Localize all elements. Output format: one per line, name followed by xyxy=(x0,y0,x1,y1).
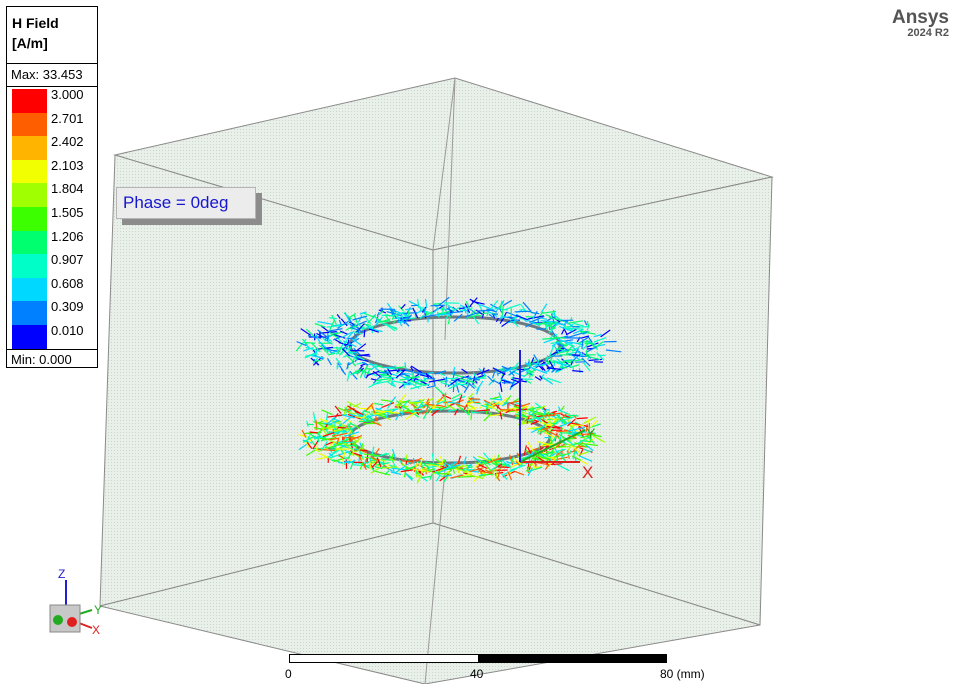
legend-value: 1.804 xyxy=(51,181,84,197)
orientation-triad[interactable]: Z Y X xyxy=(49,567,102,637)
legend-min: Min: 0.000 xyxy=(11,352,72,367)
field-legend[interactable]: H Field [A/m] Max: 33.453 3.000 2.701 2.40… xyxy=(6,6,98,368)
phase-label: Phase = 0deg xyxy=(116,187,256,219)
legend-swatch xyxy=(12,89,47,113)
axis-label-y: Y xyxy=(586,425,596,441)
brand-version: 2024 R2 xyxy=(907,27,949,39)
legend-value: 1.505 xyxy=(51,205,84,220)
scale-segment-black xyxy=(478,654,667,663)
triad-label-z: Z xyxy=(58,567,65,581)
legend-title: H Field [A/m] xyxy=(12,15,59,51)
legend-value: 2.402 xyxy=(51,134,84,150)
triad-label-x: X xyxy=(92,623,100,637)
legend-divider xyxy=(7,63,97,64)
legend-swatch xyxy=(12,112,47,137)
legend-value: 1.206 xyxy=(51,228,84,244)
legend-value: 2.701 xyxy=(51,110,84,126)
legend-swatch xyxy=(12,159,47,184)
legend-swatch xyxy=(12,254,47,279)
legend-swatch xyxy=(12,136,47,161)
scale-bar xyxy=(289,654,667,663)
scale-segment-white xyxy=(289,654,480,663)
region-box xyxy=(99,77,774,684)
legend-swatch xyxy=(12,325,47,349)
legend-value: 0.010 xyxy=(51,323,84,338)
scale-label-0: 0 xyxy=(285,667,292,681)
legend-swatch xyxy=(12,230,47,255)
legend-swatch xyxy=(12,301,47,326)
h-field-vectors xyxy=(295,296,622,484)
triad-label-y: Y xyxy=(94,603,102,617)
legend-value: 0.907 xyxy=(51,252,84,268)
legend-swatch xyxy=(12,207,47,231)
legend-value: 0.309 xyxy=(51,299,84,315)
scale-label-80: 80 (mm) xyxy=(660,667,705,681)
legend-value: 2.103 xyxy=(51,157,84,173)
legend-divider xyxy=(7,86,97,87)
legend-swatch xyxy=(12,183,47,208)
legend-swatch xyxy=(12,277,47,302)
legend-max: Max: 33.453 xyxy=(11,67,83,82)
legend-value: 0.608 xyxy=(51,275,84,291)
scale-label-40: 40 xyxy=(470,667,484,681)
legend-value: 3.000 xyxy=(51,87,84,102)
legend-divider xyxy=(7,349,97,350)
ansys-logo: Ansys 2024 R2 xyxy=(892,8,949,39)
axis-label-x: X xyxy=(582,463,593,482)
global-axis: X Y xyxy=(519,350,596,482)
brand-name: Ansys xyxy=(891,7,949,28)
